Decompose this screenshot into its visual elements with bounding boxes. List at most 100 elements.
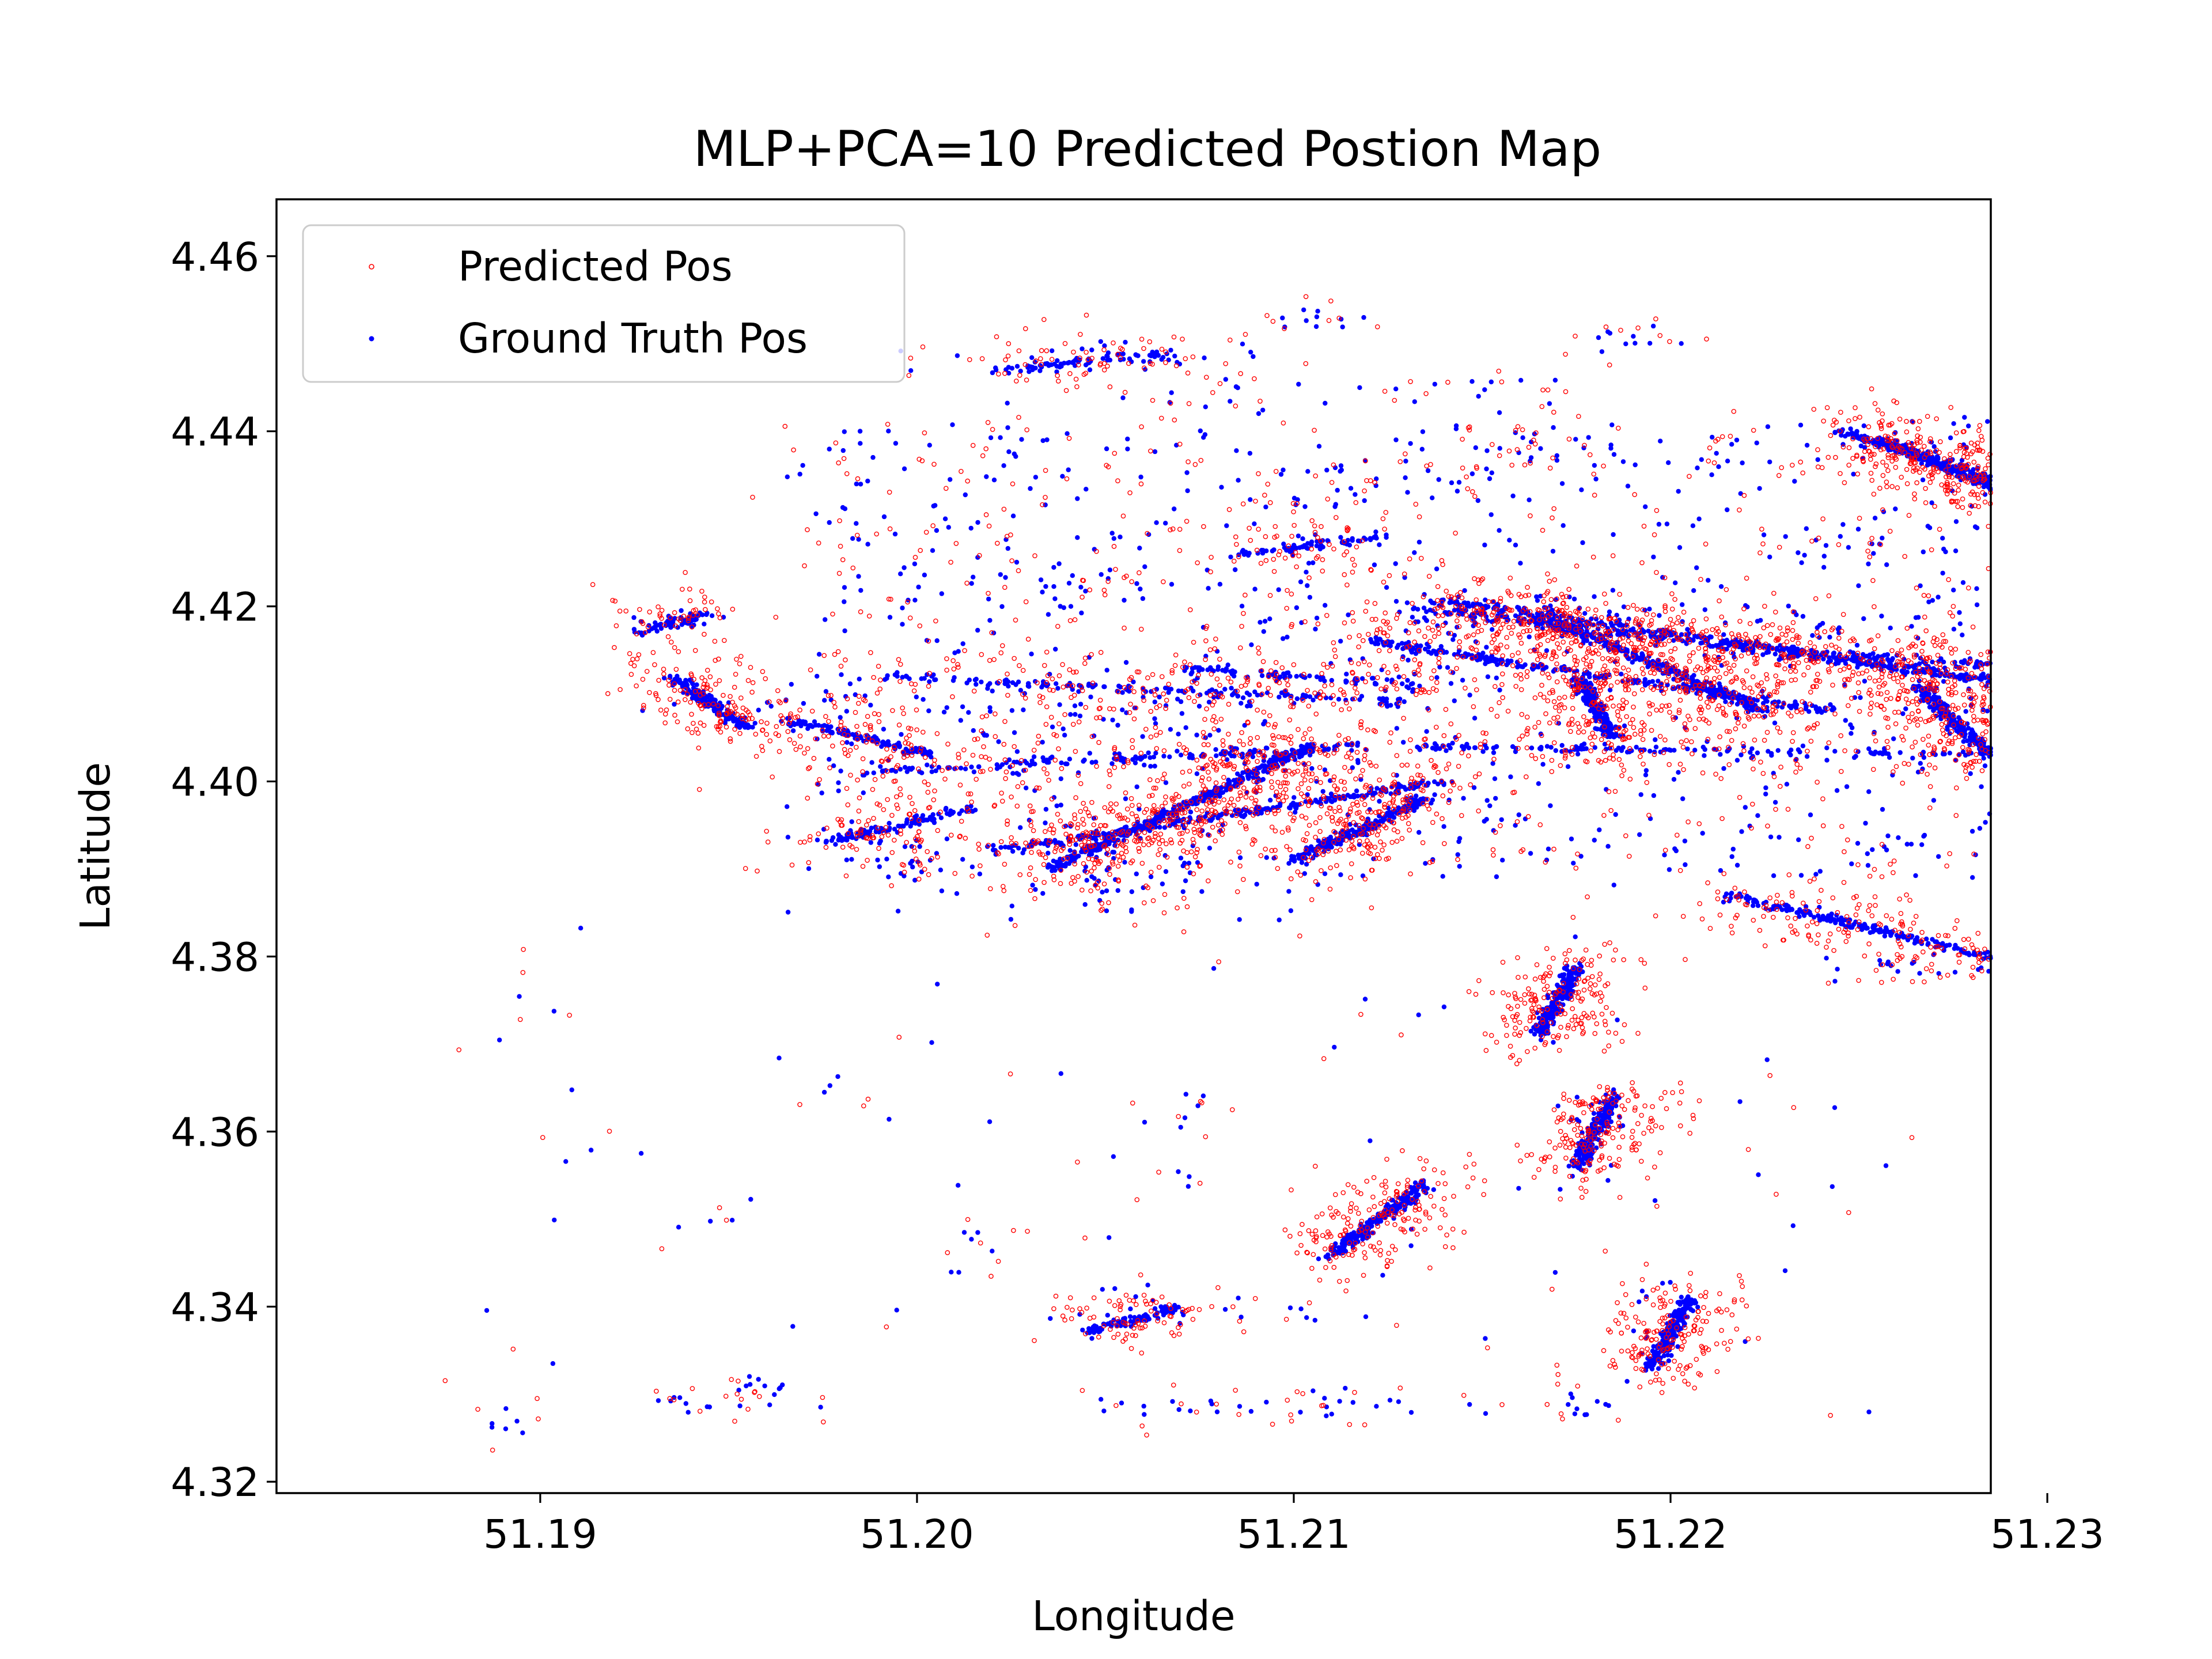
ground-truth-point [1101, 831, 1106, 836]
ground-truth-point [1713, 643, 1719, 648]
ground-truth-point [1062, 361, 1067, 366]
ground-truth-point [1634, 744, 1639, 750]
ground-truth-point [1190, 755, 1195, 761]
ground-truth-point [929, 764, 935, 770]
ground-truth-point [1240, 695, 1246, 700]
ground-truth-point [1037, 368, 1043, 373]
ground-truth-point [987, 681, 993, 686]
ground-truth-point [1168, 687, 1174, 692]
ground-truth-point [1929, 456, 1934, 462]
ground-truth-point [1231, 778, 1237, 783]
ground-truth-point [1619, 672, 1624, 677]
ground-truth-point [1830, 707, 1835, 713]
ground-truth-point [1504, 662, 1509, 668]
ground-truth-point [1007, 764, 1013, 770]
ground-truth-point [1480, 655, 1486, 660]
ground-truth-point [1388, 791, 1393, 797]
ground-truth-point [1486, 604, 1491, 609]
ground-truth-point [1690, 1308, 1696, 1313]
ground-truth-point [1408, 681, 1414, 687]
ground-truth-point [1244, 690, 1250, 696]
ground-truth-point [1199, 889, 1205, 894]
ground-truth-point [1399, 641, 1405, 646]
ground-truth-point [1925, 942, 1930, 947]
ground-truth-point [1323, 695, 1329, 700]
ground-truth-point [1200, 798, 1206, 804]
ground-truth-point [667, 675, 673, 680]
ground-truth-point [998, 845, 1003, 850]
ground-truth-point [828, 724, 834, 729]
ground-truth-point [675, 673, 680, 679]
ground-truth-point [1055, 685, 1060, 691]
ground-truth-point [1924, 936, 1929, 942]
ground-truth-point [1063, 863, 1068, 869]
ground-truth-point [1372, 681, 1378, 687]
ground-truth-point [972, 677, 978, 683]
ground-truth-point [1344, 742, 1349, 747]
ground-truth-point [1294, 673, 1299, 679]
ground-truth-point [1323, 1254, 1328, 1259]
ground-truth-point [1594, 726, 1600, 732]
ground-truth-point [702, 622, 707, 627]
ground-truth-point [1166, 357, 1171, 362]
ground-truth-point [1817, 904, 1822, 910]
ground-truth-point [1384, 699, 1389, 704]
ground-truth-point [1828, 702, 1833, 707]
ground-truth-point [1650, 1362, 1656, 1368]
ground-truth-point [1666, 747, 1672, 752]
ground-truth-point [1400, 681, 1405, 687]
ground-truth-point [1952, 946, 1957, 951]
ground-truth-point [1718, 752, 1723, 757]
ground-truth-point [1104, 908, 1109, 914]
ground-truth-point [871, 770, 877, 775]
ground-truth-point [1434, 652, 1439, 657]
ground-truth-point [1161, 753, 1166, 759]
ground-truth-point [1230, 692, 1235, 698]
ground-truth-point [1750, 707, 1755, 713]
ground-truth-point [683, 677, 688, 683]
ground-truth-point [1355, 743, 1360, 748]
ground-truth-point [1645, 681, 1650, 686]
ground-truth-point [1637, 657, 1642, 662]
ground-truth-point [1927, 704, 1933, 710]
ground-truth-point [1104, 838, 1109, 843]
ground-truth-point [1574, 1149, 1580, 1154]
ground-truth-point [1219, 790, 1224, 796]
ground-truth-point [1232, 669, 1237, 675]
ground-truth-point [1788, 752, 1793, 757]
ground-truth-point [890, 767, 895, 773]
ground-truth-point [1293, 806, 1299, 811]
ground-truth-point [1435, 781, 1441, 787]
ground-truth-point [1102, 684, 1107, 690]
ground-truth-point [750, 725, 755, 730]
ground-truth-point [892, 827, 897, 832]
ground-truth-point [838, 768, 843, 774]
ground-truth-point [802, 721, 808, 727]
ground-truth-point [1671, 669, 1676, 674]
ground-truth-point [1711, 688, 1717, 694]
ground-truth-point [1401, 740, 1406, 745]
ground-truth-point [1086, 683, 1092, 688]
ground-truth-point [1370, 1219, 1375, 1225]
ground-truth-point [1224, 787, 1229, 793]
ground-truth-point [1687, 1299, 1692, 1304]
ground-truth-point [1981, 484, 1987, 490]
ground-truth-point [1067, 848, 1073, 853]
ground-truth-point [1806, 709, 1812, 714]
ground-truth-point [1359, 694, 1365, 699]
ground-truth-point [1766, 649, 1771, 655]
ground-truth-point [1743, 895, 1749, 901]
ground-truth-point [1178, 752, 1184, 757]
ground-truth-point [1082, 902, 1088, 907]
ground-truth-point [1006, 684, 1011, 689]
ground-truth-point [925, 672, 930, 677]
ground-truth-point [1547, 1014, 1552, 1020]
ground-truth-point [1738, 752, 1744, 757]
ground-truth-point [1775, 748, 1781, 753]
ground-truth-point [694, 696, 699, 702]
ground-truth-point [1109, 761, 1115, 766]
ground-truth-point [1255, 692, 1260, 698]
ground-truth-point [1018, 825, 1023, 830]
ground-truth-point [1884, 927, 1889, 932]
ground-truth-point [1491, 750, 1497, 755]
